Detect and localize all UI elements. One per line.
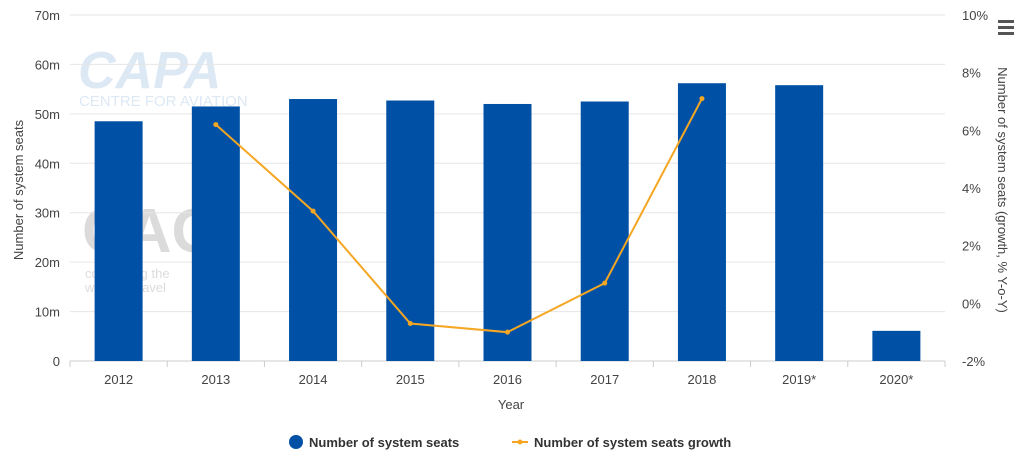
- line-point[interactable]: [602, 280, 608, 286]
- line-point[interactable]: [699, 96, 705, 102]
- y-tick-label: 10m: [35, 305, 60, 320]
- capa-tagline: CENTRE FOR AVIATION: [79, 93, 248, 110]
- y2-tick-label: 4%: [962, 181, 981, 196]
- menu-line-1: [998, 20, 1014, 23]
- bar[interactable]: [872, 330, 921, 361]
- y2-tick-label: 0%: [962, 296, 981, 311]
- capa-watermark: CAPA CENTRE FOR AVIATION: [78, 42, 248, 110]
- x-tick-label: 2015: [396, 372, 425, 387]
- line-series: [213, 96, 705, 335]
- x-tick-label: 2018: [687, 372, 716, 387]
- legend-bar-label: Number of system seats: [309, 435, 459, 450]
- line-point[interactable]: [505, 329, 510, 335]
- capa-logo-text: CAPA: [78, 42, 221, 100]
- menu-line-2: [998, 26, 1014, 29]
- line-point[interactable]: [213, 122, 219, 128]
- y-axis-title: Number of system seats: [11, 119, 26, 260]
- y2-tick-label: -2%: [962, 354, 986, 369]
- bar[interactable]: [677, 83, 726, 361]
- bar[interactable]: [94, 121, 143, 362]
- bar[interactable]: [386, 100, 435, 362]
- menu-line-3: [998, 32, 1014, 35]
- legend-bar-marker: [289, 435, 303, 449]
- x-tick-label: 2013: [201, 372, 230, 387]
- x-tick-label: 2020*: [879, 372, 913, 387]
- y2-tick-label: 10%: [962, 8, 988, 23]
- legend-item-bars[interactable]: Number of system seats: [289, 435, 459, 450]
- hamburger-menu-icon[interactable]: [998, 20, 1014, 35]
- bar[interactable]: [191, 106, 240, 361]
- x-axis-title: Year: [498, 397, 525, 412]
- line-point[interactable]: [310, 208, 316, 214]
- x-tick-label: 2014: [299, 372, 328, 387]
- legend-line-dot: [517, 439, 523, 445]
- y2-tick-label: 8%: [962, 66, 981, 81]
- bar[interactable]: [580, 101, 629, 362]
- left-axis-ticks: 0 10m 20m 30m 40m 50m 60m 70m: [35, 8, 60, 369]
- y2-axis-title: Number of system seats (growth, % Y-o-Y): [995, 67, 1010, 313]
- y-tick-label: 60m: [35, 57, 60, 72]
- x-tick-label: 2016: [493, 372, 522, 387]
- y-tick-label: 50m: [35, 107, 60, 122]
- y2-tick-label: 6%: [962, 123, 981, 138]
- x-tick-label: 2012: [104, 372, 133, 387]
- x-tick-label: 2017: [590, 372, 619, 387]
- y-tick-label: 20m: [35, 255, 60, 270]
- y2-tick-label: 2%: [962, 239, 981, 254]
- growth-line: [215, 98, 703, 334]
- legend-line-label: Number of system seats growth: [534, 435, 731, 450]
- y-tick-label: 0: [53, 354, 60, 369]
- legend: Number of system seats Number of system …: [289, 435, 731, 450]
- bar[interactable]: [775, 85, 824, 361]
- line-point[interactable]: [407, 321, 413, 327]
- legend-item-line[interactable]: Number of system seats growth: [512, 435, 731, 450]
- y-tick-label: 30m: [35, 206, 60, 221]
- y-tick-label: 40m: [35, 156, 60, 171]
- bar-series: [94, 83, 921, 362]
- right-axis-ticks: -2% 0% 2% 4% 6% 8% 10%: [962, 8, 988, 369]
- x-tick-label: 2019*: [782, 372, 816, 387]
- bar[interactable]: [483, 103, 532, 361]
- x-axis-ticks: 2012 2013 2014 2015 2016 2017 2018 2019* 2020*: [69, 361, 946, 387]
- y-tick-label: 70m: [35, 8, 60, 23]
